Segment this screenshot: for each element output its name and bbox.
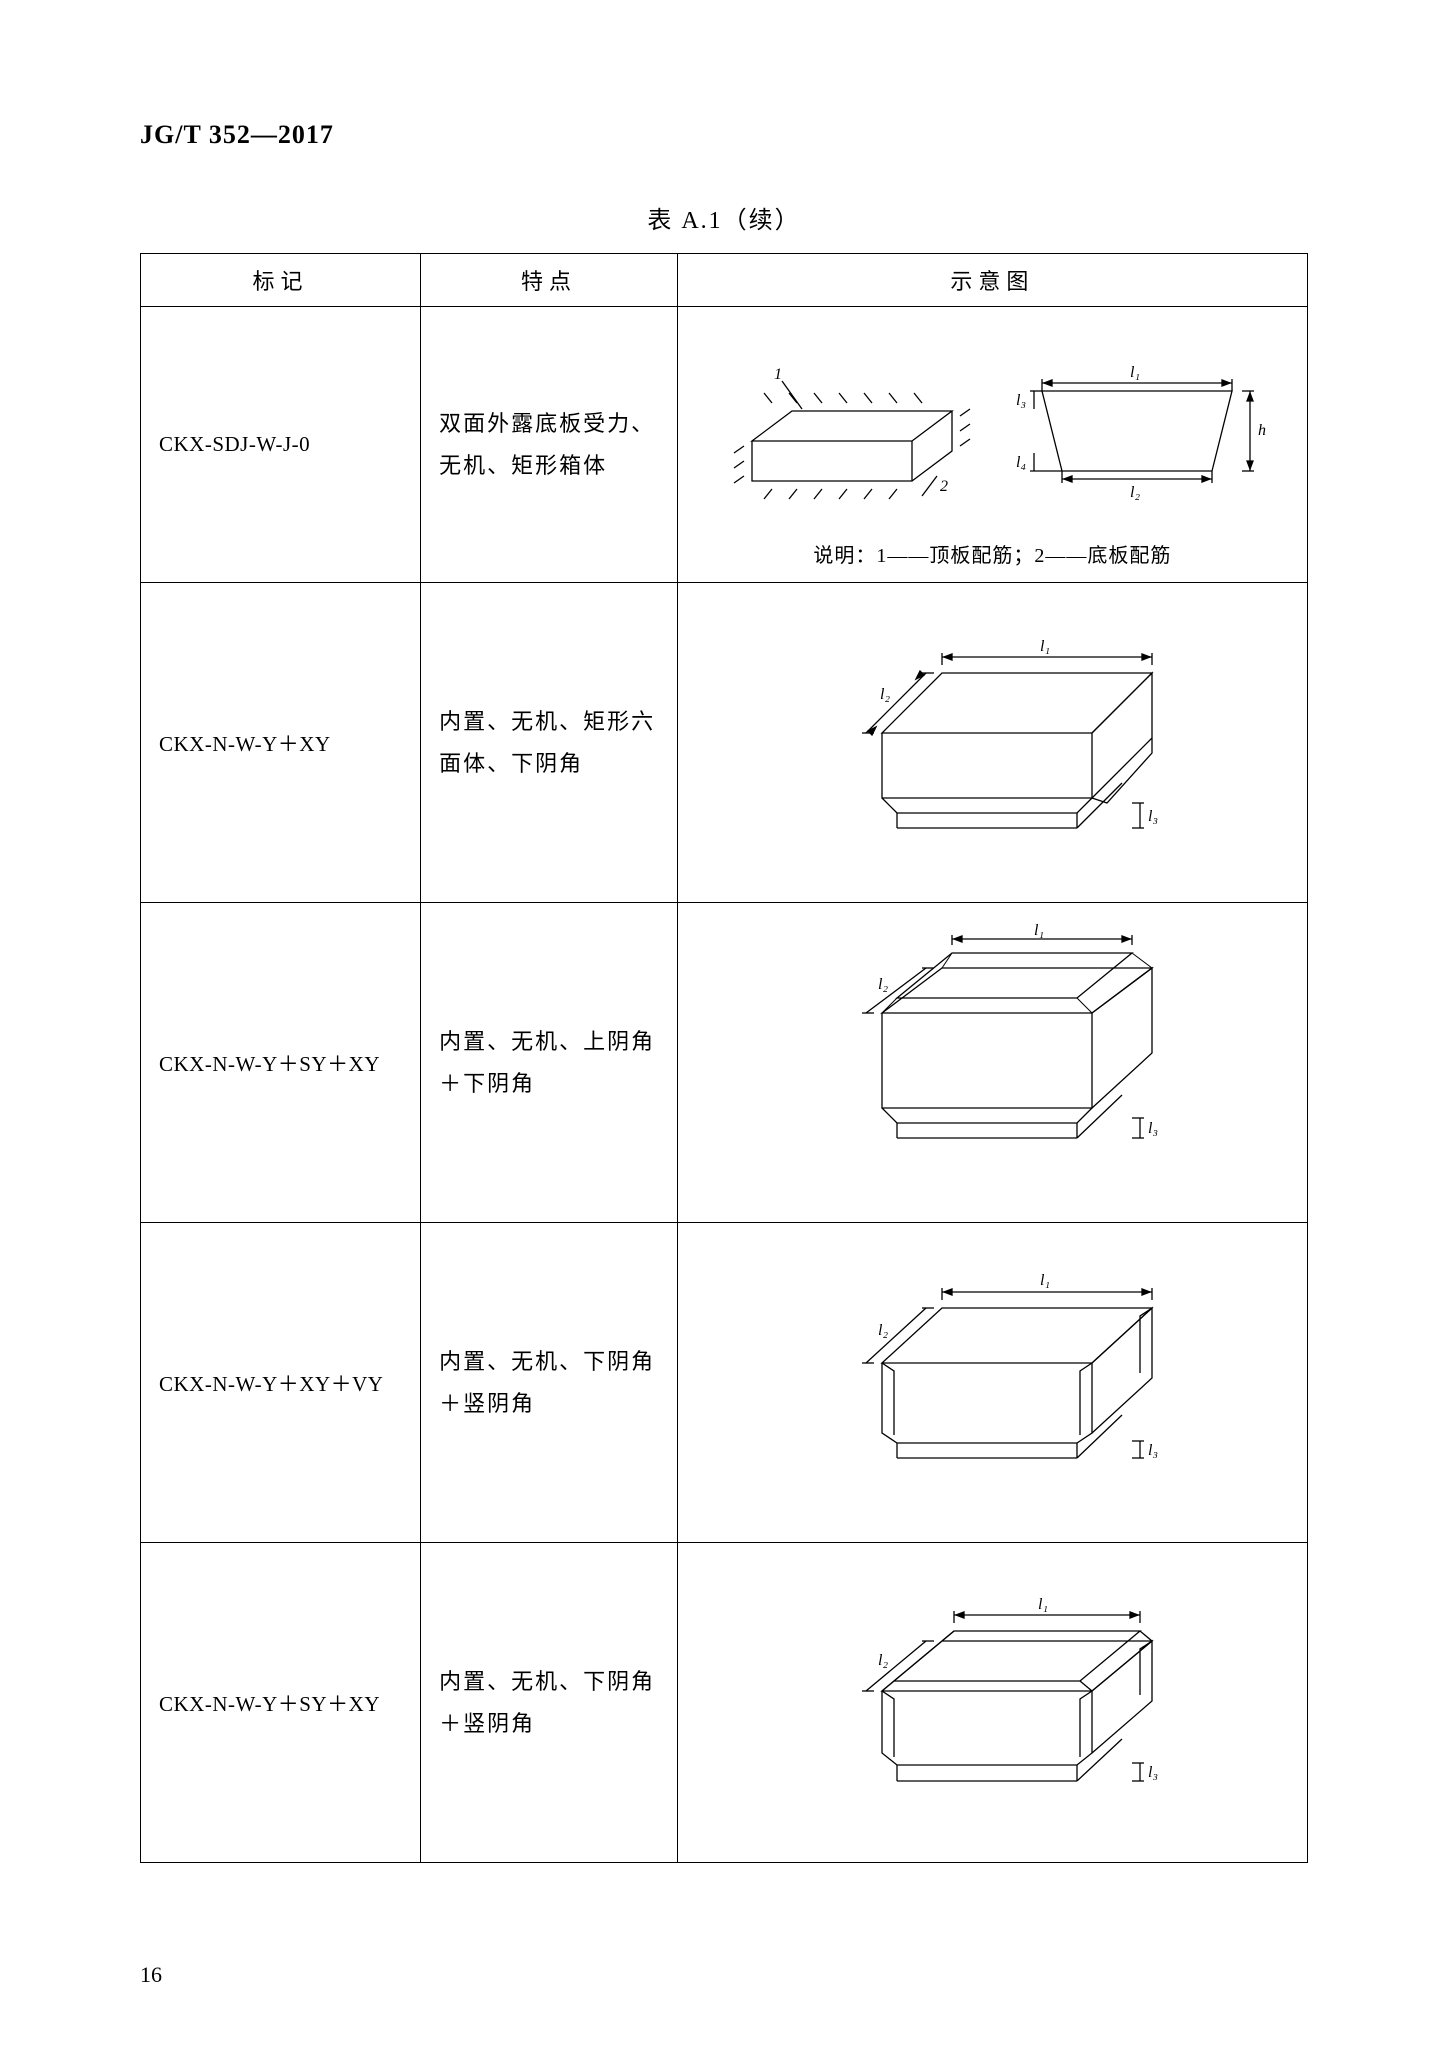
dim-l2: l₂ bbox=[880, 686, 890, 703]
diagram-box-xy: l₁ l₂ l₃ bbox=[782, 603, 1202, 883]
diagram-cell: l₁ l₂ l₃ bbox=[677, 1223, 1307, 1543]
table-row: CKX-N-W-Y＋XY＋VY 内置、无机、下阴角＋竖阴角 bbox=[141, 1223, 1308, 1543]
feature-cell: 双面外露底板受力、无机、矩形箱体 bbox=[421, 307, 678, 583]
doc-id: JG/T 352—2017 bbox=[140, 120, 1308, 150]
dim-l1: l₁ bbox=[1040, 1272, 1050, 1289]
mark-cell: CKX-N-W-Y＋XY＋VY bbox=[141, 1223, 421, 1543]
dim-l3: l₃ bbox=[1016, 392, 1026, 409]
dim-l2: l₂ bbox=[878, 1652, 888, 1669]
diagram-cell: l₁ l₂ l₃ bbox=[677, 583, 1307, 903]
feature-cell: 内置、无机、上阴角＋下阴角 bbox=[421, 903, 678, 1223]
dim-l1: l₁ bbox=[1040, 638, 1050, 655]
diagram-caption: 说明：1——顶板配筋；2——底板配筋 bbox=[678, 539, 1307, 568]
dim-l1: l₁ bbox=[1038, 1596, 1048, 1613]
spec-table: 标记 特点 示意图 CKX-SDJ-W-J-0 双面外露底板受力、无机、矩形箱体 bbox=[140, 253, 1308, 1863]
dim-h: h bbox=[1258, 422, 1266, 439]
dim-l1: l₁ bbox=[1130, 364, 1140, 381]
mark-cell: CKX-N-W-Y＋SY＋XY bbox=[141, 903, 421, 1223]
leader-2: 2 bbox=[940, 478, 948, 495]
diagram-cell: 1 2 l₁ l₂ h l₃ l₄ 说明：1——顶板配筋；2——底板配筋 bbox=[677, 307, 1307, 583]
dim-l3: l₃ bbox=[1148, 808, 1158, 825]
table-header-row: 标记 特点 示意图 bbox=[141, 254, 1308, 307]
dim-l2: l₂ bbox=[878, 1322, 888, 1339]
diagram-cell: l₁ l₂ l₃ bbox=[677, 1543, 1307, 1863]
dim-l3: l₃ bbox=[1148, 1764, 1158, 1781]
header-diagram: 示意图 bbox=[677, 254, 1307, 307]
diagram-box-xy-vy: l₁ l₂ l₃ bbox=[782, 1243, 1202, 1523]
leader-1: 1 bbox=[774, 366, 782, 383]
feature-cell: 内置、无机、下阴角＋竖阴角 bbox=[421, 1543, 678, 1863]
mark-cell: CKX-N-W-Y＋XY bbox=[141, 583, 421, 903]
table-title: 表 A.1（续） bbox=[140, 200, 1308, 235]
header-mark: 标记 bbox=[141, 254, 421, 307]
header-feature: 特点 bbox=[421, 254, 678, 307]
dim-l4: l₄ bbox=[1016, 454, 1026, 471]
diagram-box-rebar: 1 2 l₁ l₂ h l₃ l₄ bbox=[712, 321, 1272, 531]
mark-cell: CKX-N-W-Y＋SY＋XY bbox=[141, 1543, 421, 1863]
table-row: CKX-SDJ-W-J-0 双面外露底板受力、无机、矩形箱体 bbox=[141, 307, 1308, 583]
table-row: CKX-N-W-Y＋XY 内置、无机、矩形六面体、下阴角 bbox=[141, 583, 1308, 903]
table-row: CKX-N-W-Y＋SY＋XY 内置、无机、下阴角＋竖阴角 bbox=[141, 1543, 1308, 1863]
diagram-box-sy-xy-vy: l₁ l₂ l₃ bbox=[782, 1563, 1202, 1843]
dim-l1: l₁ bbox=[1034, 923, 1044, 939]
page-number: 16 bbox=[140, 1962, 162, 1988]
dim-l3: l₃ bbox=[1148, 1120, 1158, 1137]
table-row: CKX-N-W-Y＋SY＋XY 内置、无机、上阴角＋下阴角 bbox=[141, 903, 1308, 1223]
dim-l3: l₃ bbox=[1148, 1442, 1158, 1459]
feature-cell: 内置、无机、下阴角＋竖阴角 bbox=[421, 1223, 678, 1543]
dim-l2: l₂ bbox=[1130, 484, 1140, 501]
diagram-cell: l₁ l₂ l₃ bbox=[677, 903, 1307, 1223]
diagram-box-sy-xy: l₁ l₂ l₃ bbox=[782, 923, 1202, 1203]
feature-cell: 内置、无机、矩形六面体、下阴角 bbox=[421, 583, 678, 903]
page: JG/T 352—2017 表 A.1（续） 标记 特点 示意图 CKX-SDJ… bbox=[0, 0, 1448, 2048]
dim-l2: l₂ bbox=[878, 976, 888, 993]
mark-cell: CKX-SDJ-W-J-0 bbox=[141, 307, 421, 583]
